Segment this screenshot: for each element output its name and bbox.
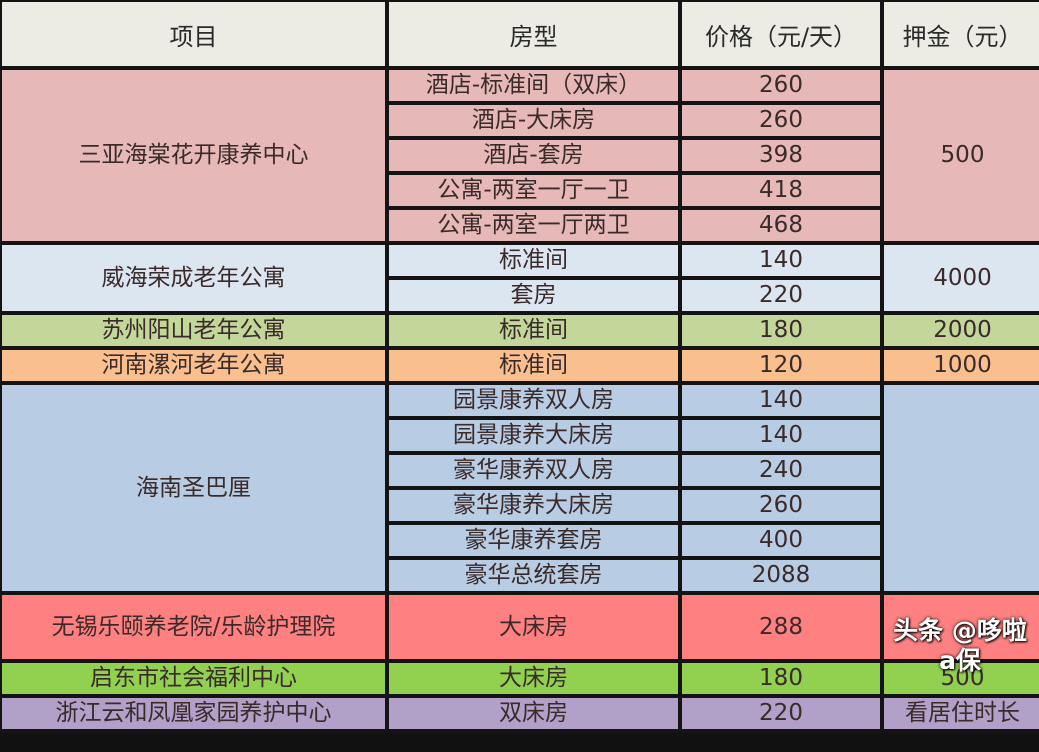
table-row: 无锡乐颐养老院/乐龄护理院 大床房 288 (0, 591, 1039, 663)
room-type: 豪华康养套房 (385, 521, 682, 560)
table-row: 套房 220 (0, 276, 1039, 315)
project-name: 海南圣巴厘 (0, 381, 389, 595)
table-row: 海南圣巴厘 园景康养双人房 140 (0, 381, 1039, 595)
table-row: 河南漯河老年公寓 标准间 120 1000 (0, 346, 1039, 385)
table-row: 威海荣成老年公寓 标准间 140 4000 (0, 241, 1039, 315)
table-row: 启东市社会福利中心 大床房 180 500 (0, 659, 1039, 698)
room-type: 标准间 (385, 241, 682, 280)
deposit (880, 591, 1039, 663)
deposit: 4000 (880, 241, 1039, 315)
price: 240 (678, 451, 884, 490)
price: 288 (678, 591, 884, 663)
room-type: 公寓-两室一厅一卫 (385, 171, 682, 210)
price: 398 (678, 136, 884, 175)
project-name: 三亚海棠花开康养中心 (0, 66, 389, 245)
table-row: 园景康养大床房 140 (0, 416, 1039, 455)
room-type: 酒店-标准间（双床） (385, 66, 682, 105)
header-row: 项目 房型 价格（元/天） 押金（元） (0, 0, 1039, 70)
project-name: 浙江云和凤凰家园养护中心 (0, 694, 389, 733)
table-row: 豪华康养大床房 260 (0, 486, 1039, 525)
room-type: 标准间 (385, 311, 682, 350)
table-row: 豪华康养套房 400 (0, 521, 1039, 560)
room-type: 公寓-两室一厅两卫 (385, 206, 682, 245)
deposit: 500 (880, 66, 1039, 245)
price: 180 (678, 311, 884, 350)
price: 400 (678, 521, 884, 560)
header-project: 项目 (0, 0, 389, 70)
project-name: 无锡乐颐养老院/乐龄护理院 (0, 591, 389, 663)
deposit (880, 381, 1039, 595)
room-type: 豪华总统套房 (385, 556, 682, 595)
project-name: 启东市社会福利中心 (0, 659, 389, 698)
room-type: 大床房 (385, 591, 682, 663)
room-type: 酒店-大床房 (385, 101, 682, 140)
table-row: 公寓-两室一厅两卫 468 (0, 206, 1039, 245)
table-row: 豪华总统套房 2088 (0, 556, 1039, 595)
project-name: 威海荣成老年公寓 (0, 241, 389, 315)
project-name: 河南漯河老年公寓 (0, 346, 389, 385)
room-type: 标准间 (385, 346, 682, 385)
header-room-type: 房型 (385, 0, 682, 70)
price: 2088 (678, 556, 884, 595)
price: 260 (678, 66, 884, 105)
table-row: 苏州阳山老年公寓 标准间 180 2000 (0, 311, 1039, 350)
price: 140 (678, 241, 884, 280)
room-type: 双床房 (385, 694, 682, 733)
price: 220 (678, 276, 884, 315)
room-type: 园景康养大床房 (385, 416, 682, 455)
price: 140 (678, 416, 884, 455)
deposit: 看居住时长 (880, 694, 1039, 733)
project-name: 苏州阳山老年公寓 (0, 311, 389, 350)
deposit: 1000 (880, 346, 1039, 385)
table-row: 公寓-两室一厅一卫 418 (0, 171, 1039, 210)
watermark: 头条 @哆啦a保 (893, 616, 1027, 675)
table-row: 酒店-套房 398 (0, 136, 1039, 175)
price: 120 (678, 346, 884, 385)
room-type: 豪华康养双人房 (385, 451, 682, 490)
price: 180 (678, 659, 884, 698)
table-row: 豪华康养双人房 240 (0, 451, 1039, 490)
room-type: 大床房 (385, 659, 682, 698)
room-type: 套房 (385, 276, 682, 315)
table-row: 浙江云和凤凰家园养护中心 双床房 220 看居住时长 (0, 694, 1039, 733)
room-type: 园景康养双人房 (385, 381, 682, 420)
price: 220 (678, 694, 884, 733)
deposit: 2000 (880, 311, 1039, 350)
header-deposit: 押金（元） (880, 0, 1039, 70)
deposit: 500 (880, 659, 1039, 698)
table-row: 酒店-大床房 260 (0, 101, 1039, 140)
price-table: 项目 房型 价格（元/天） 押金（元） 三亚海棠花开康养中心 酒店-标准间（双床）… (0, 0, 1039, 733)
price: 260 (678, 486, 884, 525)
header-price: 价格（元/天） (678, 0, 884, 70)
price: 418 (678, 171, 884, 210)
room-type: 豪华康养大床房 (385, 486, 682, 525)
room-type: 酒店-套房 (385, 136, 682, 175)
price: 260 (678, 101, 884, 140)
price: 468 (678, 206, 884, 245)
price: 140 (678, 381, 884, 420)
table-row: 三亚海棠花开康养中心 酒店-标准间（双床） 260 500 (0, 66, 1039, 245)
